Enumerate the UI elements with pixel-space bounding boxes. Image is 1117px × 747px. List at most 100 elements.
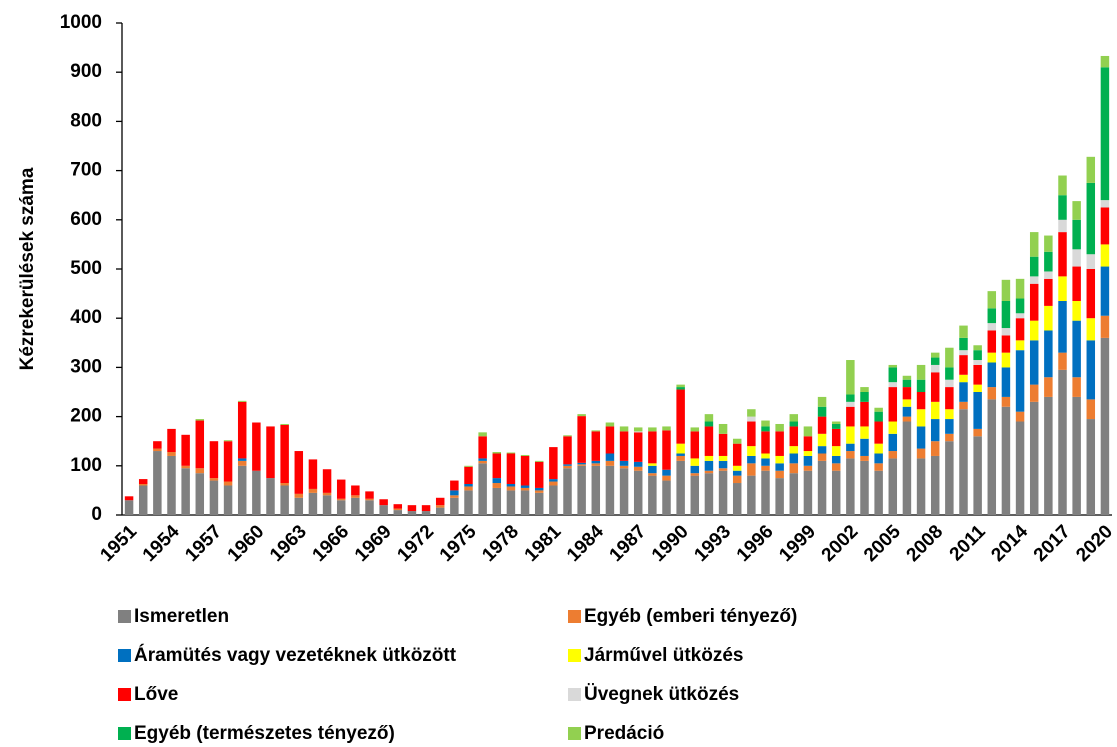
bar-segment <box>237 465 247 515</box>
bar-segment <box>379 499 388 506</box>
bar-segment <box>1044 278 1053 306</box>
bar-segment <box>662 430 671 470</box>
bar-segment <box>223 481 233 486</box>
bar-segment <box>1086 340 1096 400</box>
bar-segment <box>138 484 148 486</box>
bar-segment <box>549 485 558 515</box>
bar-segment <box>1015 318 1025 341</box>
bar-segment <box>167 452 176 456</box>
bar-segment <box>846 401 855 407</box>
legend-swatch <box>568 688 581 701</box>
bar-segment <box>860 426 869 439</box>
bar-segment <box>959 374 968 383</box>
bar-segment <box>167 428 176 453</box>
bar-segment <box>379 505 388 515</box>
bar-segment <box>534 490 544 493</box>
bar-segment <box>534 487 544 491</box>
bar-segment <box>577 464 586 466</box>
bar-segment <box>1100 244 1110 267</box>
bar-segment <box>846 443 855 452</box>
bar-segment <box>280 424 289 484</box>
bar-segment <box>294 493 304 498</box>
bar-segment <box>930 352 940 358</box>
bar-segment <box>209 480 219 515</box>
bar-segment <box>1015 350 1025 412</box>
bar-segment <box>676 443 685 454</box>
bar-segment <box>1015 313 1025 319</box>
bar-segment <box>195 419 205 421</box>
bar-segment <box>874 443 883 454</box>
y-tick-label: 0 <box>91 504 102 525</box>
y-tick-label: 700 <box>70 160 102 181</box>
bar-segment <box>860 455 869 461</box>
bar-segment <box>775 423 784 432</box>
bar-segment <box>1100 67 1110 201</box>
bar-segment <box>761 431 770 454</box>
bar-segment <box>916 458 926 515</box>
x-tick-label: 2020 <box>1072 521 1117 566</box>
bar-segment <box>930 455 940 515</box>
bar-segment <box>959 350 968 356</box>
bar-segment <box>789 446 799 454</box>
bar-segment <box>1058 232 1067 277</box>
bar-segment <box>450 480 459 491</box>
bar-segment <box>1029 276 1039 284</box>
bar-segment <box>1044 330 1053 378</box>
bar-segment <box>916 409 926 427</box>
bar-segment <box>520 454 530 456</box>
bar-segment <box>280 423 289 425</box>
bar-segment <box>817 406 827 417</box>
x-tick-label: 1987 <box>606 521 651 566</box>
bar-segment <box>761 453 770 459</box>
bar-segment <box>1058 276 1067 301</box>
bar-segment <box>902 406 912 417</box>
bar-segment <box>761 458 770 466</box>
bar-segment <box>464 465 473 467</box>
legend-swatch <box>568 610 581 623</box>
bar-segment <box>690 427 700 432</box>
bar-segment <box>563 468 572 515</box>
bar-segment <box>407 511 417 515</box>
bar-segment <box>945 409 954 420</box>
bar-segment <box>761 420 770 427</box>
bar-segment <box>945 441 954 515</box>
bar-segment <box>450 495 459 498</box>
bar-segment <box>973 428 982 437</box>
bar-segment <box>1001 300 1011 329</box>
legend-swatch <box>118 649 131 662</box>
bar-segment <box>605 460 615 466</box>
x-tick-label: 1981 <box>521 521 566 566</box>
bar-segment <box>577 462 586 465</box>
bar-segment <box>351 497 360 515</box>
bar-segment <box>860 387 869 392</box>
bar-segment <box>732 443 742 466</box>
bar-segment <box>732 475 742 484</box>
bar-segment <box>181 434 190 466</box>
bar-segment <box>1029 232 1039 257</box>
bar-segment <box>478 432 487 437</box>
bar-segment <box>817 416 827 434</box>
x-tick-label: 1993 <box>690 521 735 566</box>
bar-segment <box>563 435 572 437</box>
bar-segment <box>874 463 883 471</box>
x-tick-label: 1957 <box>181 521 226 566</box>
bar-segment <box>252 470 261 515</box>
bar-segment <box>1100 315 1110 338</box>
bar-segment <box>322 495 332 515</box>
bar-segment <box>520 490 530 515</box>
bar-segment <box>874 470 883 515</box>
bar-segment <box>1086 254 1096 269</box>
bar-segment <box>464 466 473 485</box>
bar-segment <box>930 441 940 456</box>
legend-swatch <box>568 727 581 740</box>
x-tick-label: 1996 <box>733 521 778 566</box>
bar-segment <box>888 433 898 452</box>
bar-segment <box>973 364 982 385</box>
bar-segment <box>393 504 403 509</box>
bar-segment <box>492 453 502 479</box>
y-tick-label: 800 <box>70 110 102 131</box>
bar-segment <box>336 498 346 501</box>
y-tick-label: 400 <box>70 307 102 328</box>
bar-segment <box>1001 335 1011 353</box>
x-tick-label: 1990 <box>648 521 693 566</box>
